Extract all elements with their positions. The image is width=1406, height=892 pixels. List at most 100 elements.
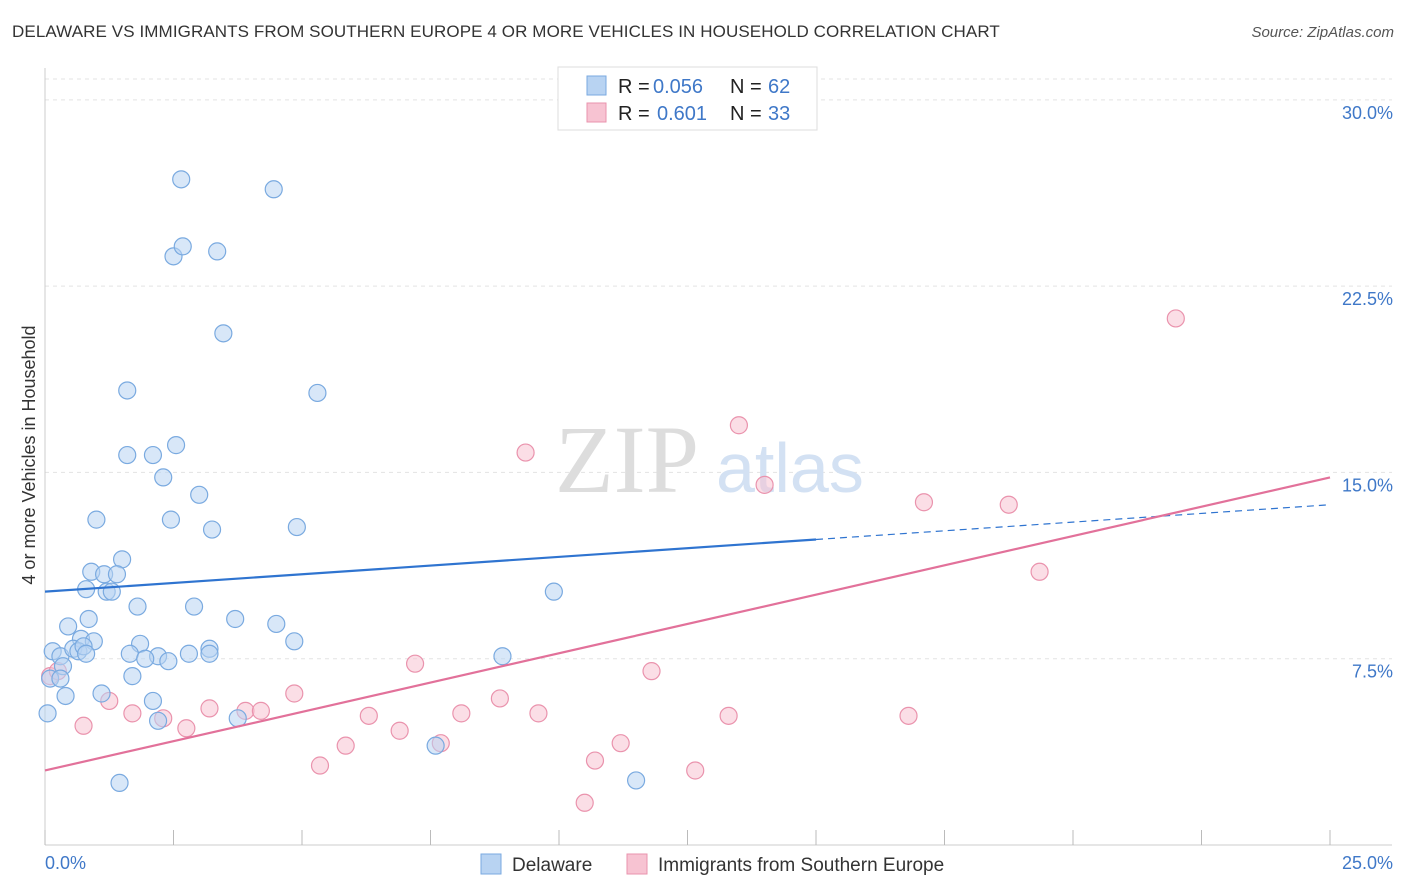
immigrants-point-23 [74, 716, 93, 735]
delaware-point-54 [56, 686, 75, 706]
delaware-point-33 [285, 632, 304, 651]
y-tick-label-1: 15.0% [1342, 475, 1393, 495]
bottom-legend-label-delaware: Delaware [512, 855, 592, 876]
legend-n-value-2: 33 [768, 103, 790, 125]
delaware-point-45 [200, 644, 219, 663]
immigrants-point-12 [490, 689, 509, 708]
series-immigrants-points [41, 309, 1185, 812]
delaware-point-53 [92, 684, 111, 703]
immigrants-point-33 [575, 793, 594, 812]
watermark-atlas: atlas [716, 429, 864, 507]
delaware-point-12 [161, 510, 181, 529]
delaware-point-25 [128, 597, 147, 616]
delaware-point-20 [107, 565, 127, 584]
delaware-point-4 [208, 242, 227, 261]
delaware-point-1 [264, 180, 283, 199]
immigrants-point-14 [200, 699, 219, 718]
series-delaware-points [38, 170, 646, 793]
trend-line-delaware-extension [815, 504, 1331, 541]
delaware-point-27 [79, 609, 98, 629]
immigrants-point-21 [719, 706, 738, 725]
correlation-legend: R = 0.056 N = 62 R = 0.601 N = 33 [557, 66, 818, 131]
legend-r-value-2: 0.601 [657, 103, 707, 125]
delaware-point-0 [172, 170, 191, 189]
immigrants-point-19 [452, 704, 471, 723]
immigrants-point-22 [899, 706, 918, 725]
immigrants-point-26 [390, 721, 409, 740]
delaware-point-56 [38, 704, 57, 723]
delaware-point-26 [184, 597, 204, 616]
x-tick-label-1: 25.0% [1342, 853, 1393, 873]
y-tick-label-0: 7.5% [1352, 662, 1393, 682]
delaware-point-51 [51, 669, 70, 688]
immigrants-point-27 [336, 736, 355, 755]
immigrants-point-0 [1166, 309, 1185, 328]
immigrants-point-5 [999, 495, 1018, 514]
immigrants-point-11 [285, 684, 304, 703]
bottom-legend-swatch-delaware [480, 853, 502, 875]
immigrants-point-3 [755, 475, 774, 494]
immigrants-point-7 [405, 654, 425, 673]
legend-r-label-1: R = [618, 76, 650, 98]
chart-title: DELAWARE VS IMMIGRANTS FROM SOUTHERN EUR… [12, 22, 1000, 41]
legend-n-label-1: N = [730, 76, 762, 98]
immigrants-point-1 [729, 416, 749, 435]
legend-swatch-immigrants [586, 102, 607, 123]
gridlines [45, 78, 1392, 660]
delaware-point-59 [426, 736, 445, 755]
delaware-point-24 [544, 582, 563, 601]
immigrants-point-2 [516, 443, 535, 462]
trend-line-delaware [44, 538, 817, 593]
delaware-point-42 [120, 644, 139, 663]
delaware-point-30 [59, 617, 78, 636]
delaware-point-14 [87, 510, 106, 529]
immigrants-point-30 [310, 756, 330, 775]
legend-swatch-delaware [586, 75, 607, 96]
legend-n-value-1: 62 [768, 76, 790, 98]
delaware-point-55 [143, 691, 163, 711]
immigrants-point-24 [177, 719, 196, 738]
delaware-point-7 [308, 383, 327, 403]
delaware-point-57 [148, 711, 168, 730]
delaware-point-47 [136, 649, 155, 668]
immigrants-point-31 [585, 751, 605, 770]
watermark: ZIP atlas [555, 406, 864, 513]
immigrants-point-16 [251, 701, 270, 720]
trend-lines [44, 476, 1331, 772]
delaware-point-29 [267, 614, 286, 634]
delaware-point-16 [287, 517, 306, 537]
delaware-point-6 [118, 381, 137, 400]
x-tick-labels: 0.0% 25.0% [45, 853, 1393, 873]
delaware-point-40 [77, 644, 96, 663]
delaware-point-8 [118, 445, 137, 465]
y-tick-label-3: 30.0% [1342, 103, 1393, 123]
immigrants-point-18 [359, 706, 378, 725]
watermark-zip: ZIP [555, 406, 699, 513]
series-legend: Delaware Immigrants from Southern Europe [480, 853, 944, 876]
delaware-point-60 [110, 773, 129, 793]
delaware-point-61 [626, 771, 646, 790]
source-label: Source: ZipAtlas.com [1251, 24, 1394, 41]
immigrants-point-6 [1030, 562, 1049, 581]
delaware-point-46 [493, 647, 512, 666]
delaware-point-13 [190, 485, 209, 504]
delaware-point-15 [202, 520, 222, 539]
immigrants-point-29 [611, 734, 630, 753]
y-tick-label-2: 22.5% [1342, 289, 1393, 309]
trend-line-immigrants [44, 476, 1331, 772]
delaware-point-9 [143, 445, 163, 465]
delaware-point-48 [159, 652, 178, 671]
immigrants-point-32 [686, 761, 705, 780]
immigrants-point-4 [914, 493, 934, 512]
delaware-point-10 [166, 436, 186, 455]
immigrants-point-20 [529, 704, 548, 723]
y-tick-labels: 7.5% 15.0% 22.5% 30.0% [1342, 103, 1393, 682]
bottom-legend-label-immigrants: Immigrants from Southern Europe [658, 855, 944, 876]
legend-r-value-1: 0.056 [653, 76, 703, 98]
delaware-point-11 [154, 468, 173, 487]
delaware-point-28 [226, 609, 245, 629]
delaware-point-3 [173, 237, 192, 256]
immigrants-point-8 [642, 662, 661, 681]
delaware-point-44 [179, 644, 199, 663]
